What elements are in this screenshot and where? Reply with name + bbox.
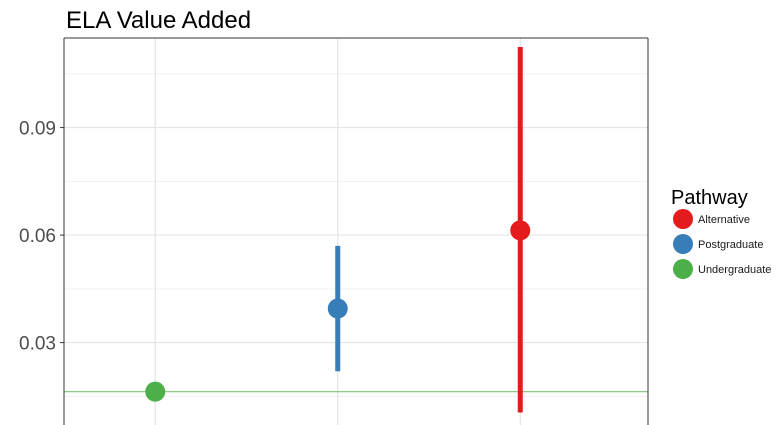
data-marks — [145, 46, 531, 413]
plot-panel — [64, 38, 648, 425]
point-postgraduate — [327, 298, 348, 319]
y-tick-label: 0.06 — [19, 226, 56, 247]
legend-label-postgraduate: Postgraduate — [698, 239, 763, 251]
legend-key-undergraduate — [673, 259, 693, 279]
y-tick-label: 0.09 — [19, 119, 56, 140]
point-alternative — [510, 220, 531, 241]
legend: Pathway Alternative Postgraduate Undergrad… — [671, 187, 771, 279]
legend-title: Pathway — [671, 187, 748, 209]
legend-key-postgraduate — [673, 234, 693, 254]
point-undergraduate — [145, 381, 166, 402]
legend-key-alternative — [673, 209, 693, 229]
y-axis: 0.03 0.06 0.09 — [19, 119, 64, 355]
legend-label-alternative: Alternative — [698, 214, 750, 226]
chart-title: ELA Value Added — [66, 7, 251, 34]
legend-label-undergraduate: Undergraduate — [698, 264, 771, 276]
y-tick-label: 0.03 — [19, 334, 56, 355]
